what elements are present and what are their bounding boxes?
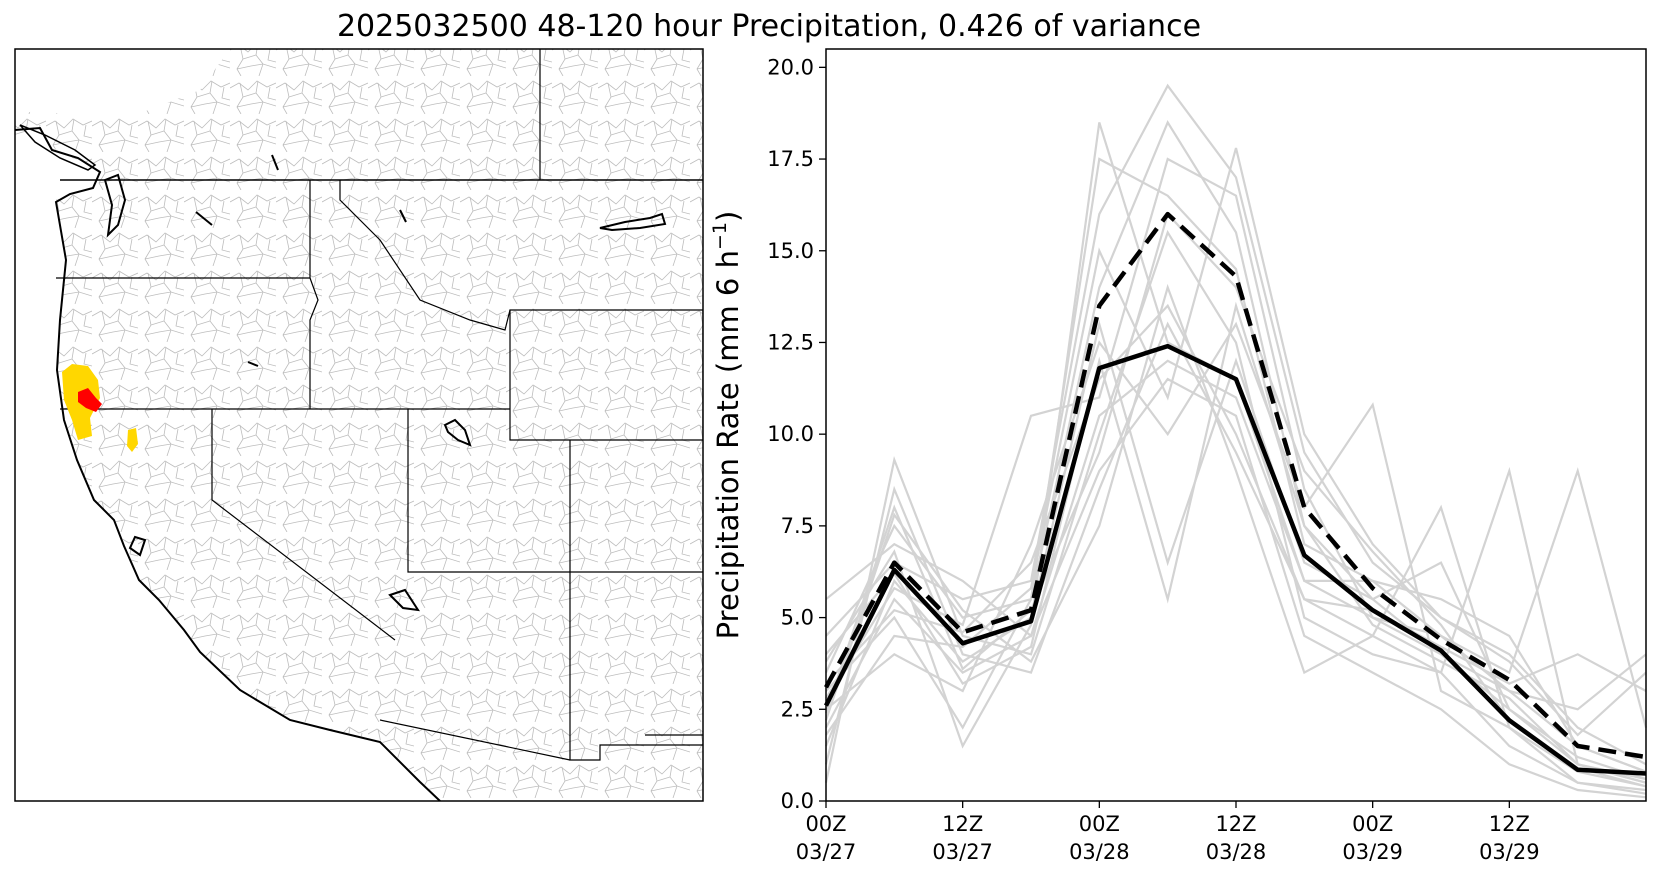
member-line-6 xyxy=(825,157,1648,730)
map-frame xyxy=(14,48,704,802)
member-line-12 xyxy=(825,147,1647,737)
x-tick-label-date: 03/27 xyxy=(796,840,857,864)
x-tick-label-date: 03/28 xyxy=(1206,840,1267,864)
x-tick-label-time: 00Z xyxy=(1079,812,1120,836)
x-tick-label-time: 12Z xyxy=(1215,812,1256,836)
coastline xyxy=(15,126,441,801)
y-tick-label: 5.0 xyxy=(781,606,814,630)
y-tick-label: 7.5 xyxy=(781,514,814,538)
plot-frame xyxy=(825,48,1647,802)
x-tick-label-time: 12Z xyxy=(1489,812,1530,836)
ensemble-members xyxy=(824,83,1648,799)
x-tick-label-time: 00Z xyxy=(1352,812,1393,836)
basin-highlight-yellow-2 xyxy=(127,428,138,452)
member-line-13 xyxy=(825,301,1647,784)
y-tick-label: 0.0 xyxy=(781,789,814,813)
y-axis: 0.0 2.5 5.0 7.5 10.0 12.5 15.0 17.5 20.0 xyxy=(767,55,826,813)
y-tick-label: 10.0 xyxy=(767,422,814,446)
x-tick-label-date: 03/28 xyxy=(1069,840,1130,864)
y-tick-label: 15.0 xyxy=(767,239,814,263)
puget-sound xyxy=(103,173,127,238)
member-line-9 xyxy=(825,157,1647,711)
member-line-11 xyxy=(824,283,1647,788)
x-tick-label-time: 00Z xyxy=(805,812,846,836)
y-axis-label: Precipitation Rate (mm 6 h−1) xyxy=(709,211,745,640)
y-tick-label: 17.5 xyxy=(767,147,814,171)
mean-series xyxy=(823,211,1647,776)
member-line-15 xyxy=(824,211,1647,788)
member-line-2 xyxy=(824,321,1647,795)
precipitation-chart: 0.0 2.5 5.0 7.5 10.0 12.5 15.0 17.5 20.0 00Z 03/2… xyxy=(709,48,1648,864)
western-us-basin-map xyxy=(14,48,704,802)
member-line-8 xyxy=(824,319,1647,781)
x-tick-label-date: 03/29 xyxy=(1342,840,1403,864)
basin-highlight-red xyxy=(78,388,102,412)
member-line-3 xyxy=(825,83,1647,766)
vancouver-island xyxy=(19,124,97,171)
member-line-7 xyxy=(825,377,1647,799)
member-line-10 xyxy=(825,122,1647,773)
y-tick-label: 2.5 xyxy=(781,697,814,721)
lakes xyxy=(128,154,667,612)
land-area xyxy=(15,49,703,801)
y-tick-label: 12.5 xyxy=(767,330,814,354)
x-axis: 00Z 03/27 12Z 03/27 00Z 03/28 12Z 03/28 00Z 03/29… xyxy=(796,801,1540,864)
member-line-5 xyxy=(824,229,1647,784)
x-tick-label-date: 03/29 xyxy=(1479,840,1540,864)
member-line-14 xyxy=(825,303,1647,692)
solid-series-line xyxy=(823,343,1647,776)
chart-title: 2025032500 48-120 hour Precipitation, 0.… xyxy=(336,9,1202,44)
x-tick-label-time: 12Z xyxy=(942,812,983,836)
y-tick-label: 20.0 xyxy=(767,55,814,79)
x-tick-label-date: 03/27 xyxy=(932,840,993,864)
state-borders xyxy=(56,180,703,761)
